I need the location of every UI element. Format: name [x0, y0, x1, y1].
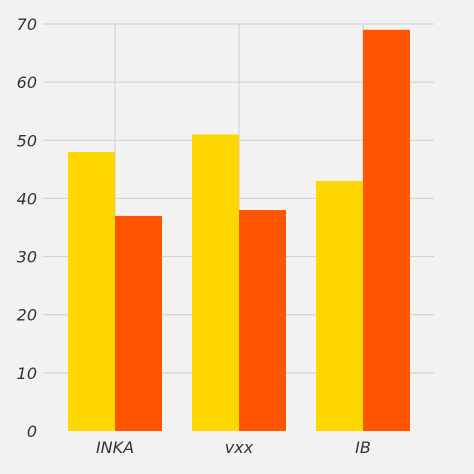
- y-tick-label: 50: [17, 131, 37, 150]
- x-tick-label: vxx: [225, 438, 254, 457]
- bar-vxx-series-2: [239, 210, 286, 431]
- y-tick-label: 0: [27, 422, 37, 441]
- y-tick-label: 40: [17, 189, 37, 208]
- y-tick-label: 70: [17, 15, 37, 34]
- y-axis-ticks: 0 10 20 30 40 50 60 70: [17, 15, 37, 441]
- bar-ib-series-2: [363, 29, 410, 432]
- y-tick-label: 60: [17, 73, 37, 92]
- y-tick-label: 10: [17, 364, 37, 383]
- x-tick-label: IB: [355, 438, 371, 457]
- x-tick-label: INKA: [96, 438, 134, 457]
- bars: [68, 29, 410, 432]
- x-axis-ticks: INKA vxx IB: [96, 438, 371, 457]
- bar-inka-series-1: [68, 151, 115, 431]
- bar-vxx-series-1: [192, 134, 239, 431]
- y-tick-label: 30: [17, 248, 37, 267]
- bar-inka-series-2: [115, 215, 162, 431]
- y-tick-label: 20: [17, 306, 37, 325]
- bar-ib-series-1: [316, 180, 363, 431]
